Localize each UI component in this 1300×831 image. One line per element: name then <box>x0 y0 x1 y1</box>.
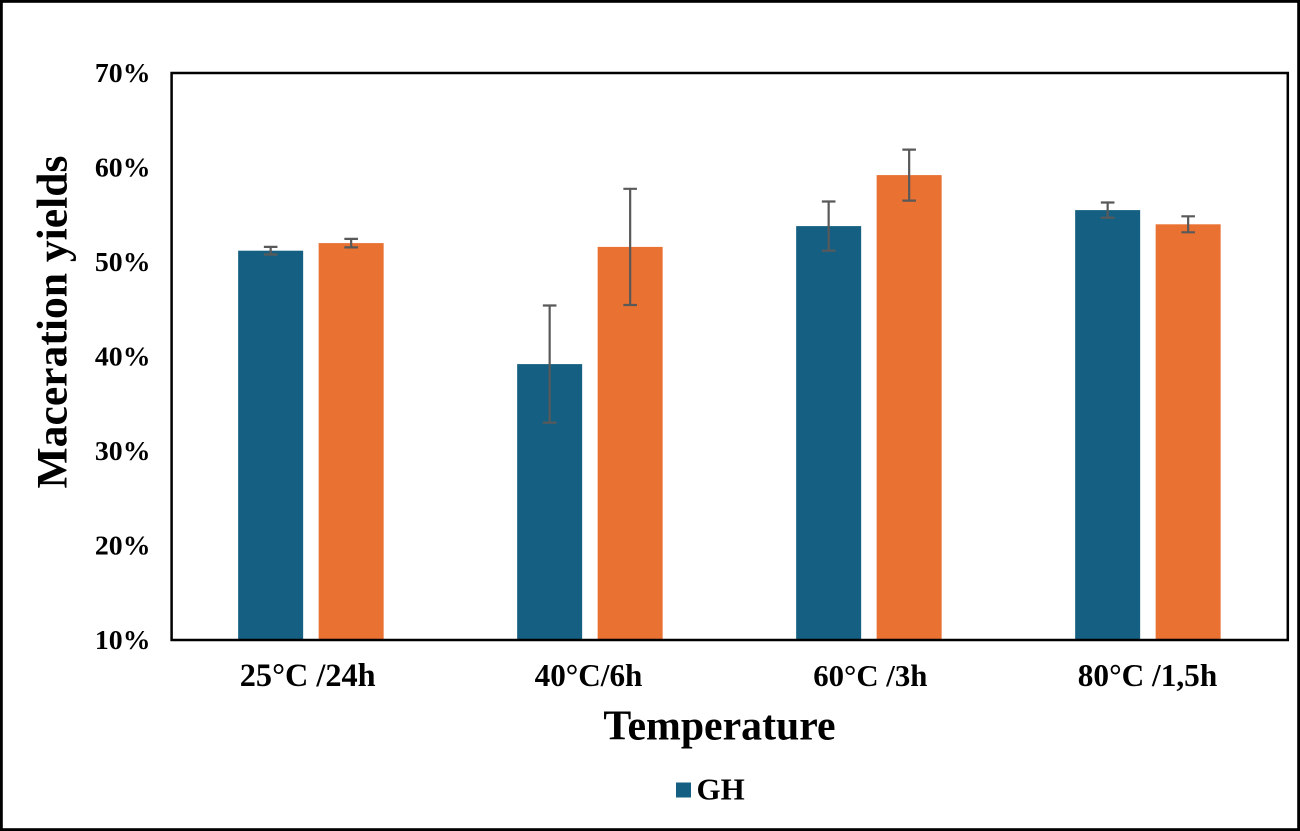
svg-text:30%: 30% <box>95 436 151 467</box>
svg-text:60%: 60% <box>95 153 151 184</box>
svg-text:40%: 40% <box>95 342 151 373</box>
svg-text:60°C /3h: 60°C /3h <box>813 659 927 693</box>
svg-text:25°C /24h: 25°C /24h <box>240 657 376 693</box>
svg-text:Temperature: Temperature <box>603 704 835 750</box>
svg-text:10%: 10% <box>95 625 151 656</box>
svg-text:40°C/6h: 40°C/6h <box>535 658 643 693</box>
svg-text:80°C /1,5h: 80°C /1,5h <box>1078 658 1217 693</box>
svg-text:GH: GH <box>697 772 745 807</box>
svg-text:20%: 20% <box>95 531 151 562</box>
svg-text:Maceration yields: Maceration yields <box>29 156 77 489</box>
svg-text:70%: 70% <box>95 58 151 89</box>
svg-text:50%: 50% <box>95 247 151 278</box>
